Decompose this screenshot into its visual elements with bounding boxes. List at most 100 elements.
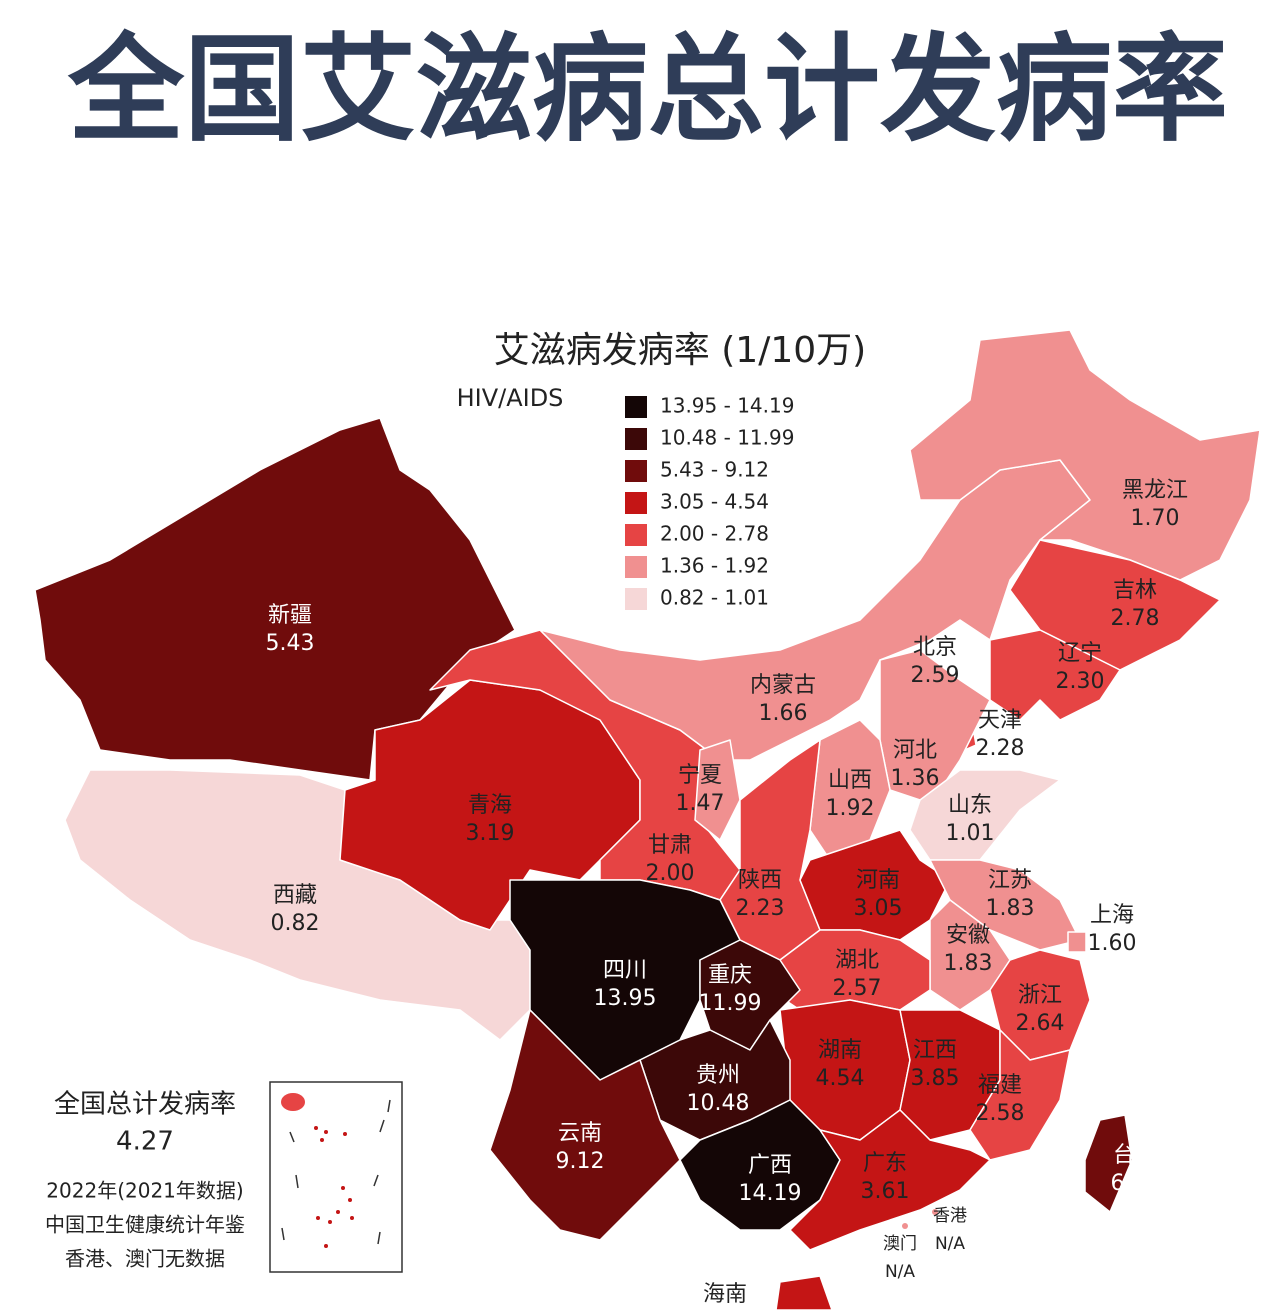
- region-name: 云南: [558, 1121, 602, 1146]
- legend-swatch: [625, 524, 647, 546]
- region-name: 西藏: [273, 883, 317, 908]
- national-rate: 4.27: [116, 1127, 174, 1157]
- region-shape: [1084, 1114, 1133, 1213]
- region-value: 2.58: [976, 1101, 1025, 1126]
- region-value: 13.95: [594, 986, 657, 1011]
- region-name: 黑龙江: [1122, 478, 1188, 503]
- region-value: 6.09: [1111, 1171, 1160, 1196]
- legend-swatch: [625, 396, 647, 418]
- region-shape: [909, 769, 1061, 861]
- region-name: 湖北: [835, 948, 879, 973]
- region-dot: [932, 1209, 938, 1215]
- legend-swatch: [625, 556, 647, 578]
- legend: 13.95 - 14.19 10.48 - 11.99 5.43 - 9.12 3.0…: [625, 394, 794, 610]
- region-name: 河北: [893, 738, 937, 763]
- region-value: 2.00: [646, 861, 695, 886]
- legend-label: 5.43 - 9.12: [660, 458, 769, 482]
- region-name: 安徽: [946, 923, 990, 948]
- region-shape: [989, 629, 1121, 721]
- region-value: 1.36: [891, 766, 940, 791]
- region-name: 新疆: [268, 603, 312, 628]
- region-value: 3.85: [911, 1066, 960, 1091]
- region-name: 辽宁: [1058, 641, 1102, 666]
- region-value: 1.83: [944, 951, 993, 976]
- region-shape: [769, 929, 931, 1011]
- region-name: 陕西: [738, 868, 782, 893]
- region-value: 1.01: [946, 821, 995, 846]
- region-value: 3.61: [861, 1179, 910, 1204]
- note-year: 2022年(2021年数据): [46, 1179, 243, 1203]
- note-missing: 香港、澳门无数据: [65, 1247, 225, 1271]
- region-name: 北京: [913, 635, 957, 660]
- notes: 全国总计发病率 4.27 2022年(2021年数据) 中国卫生健康统计年鉴 香…: [45, 1090, 245, 1271]
- legend-subtitle: HIV/AIDS: [457, 384, 564, 412]
- region-name: 山西: [828, 768, 872, 793]
- region-name: 重庆: [708, 963, 752, 988]
- region-value: 1.66: [759, 701, 808, 726]
- region-shape: [809, 719, 891, 861]
- legend-label: 1.36 - 1.92: [660, 554, 769, 578]
- region-value: 5.43: [266, 631, 315, 656]
- region-name: 青海: [468, 793, 512, 818]
- region-name: 山东: [948, 793, 992, 818]
- region-value: 1.60: [1088, 931, 1137, 956]
- legend-label: 13.95 - 14.19: [660, 394, 794, 418]
- note-source: 中国卫生健康统计年鉴: [45, 1213, 245, 1237]
- region-shape: [34, 417, 516, 781]
- region-value: 3.19: [466, 821, 515, 846]
- region-name: 福建: [978, 1073, 1022, 1098]
- region-value: 1.92: [826, 796, 875, 821]
- region-value: 2.30: [1056, 669, 1105, 694]
- legend-swatch: [625, 588, 647, 610]
- region-name: 江苏: [988, 868, 1032, 893]
- south-china-sea-inset: [269, 1081, 403, 1273]
- region-name: 甘肃: [648, 833, 692, 858]
- region-value: 1.47: [676, 791, 725, 816]
- region-name: 河南: [856, 868, 900, 893]
- region-shape: [789, 1109, 991, 1251]
- legend-label: 2.00 - 2.78: [660, 522, 769, 546]
- legend-label: 0.82 - 1.01: [660, 586, 769, 610]
- region-name: 宁夏: [678, 763, 722, 788]
- region-shape: [489, 1009, 681, 1241]
- region-value: N/A: [935, 1234, 965, 1254]
- page-title: 全国艾滋病总计发病率: [67, 23, 1228, 158]
- region-value: 10.48: [687, 1091, 750, 1116]
- regions: [34, 329, 1261, 1310]
- region-value: 4.54: [816, 1066, 865, 1091]
- region-name: 澳门: [883, 1234, 917, 1254]
- region-value: 9.12: [556, 1149, 605, 1174]
- region-name: 浙江: [1018, 983, 1062, 1008]
- legend-label: 10.48 - 11.99: [660, 426, 794, 450]
- region-value: 2.64: [1016, 1011, 1065, 1036]
- legend-label: 3.05 - 4.54: [660, 490, 769, 514]
- region-name: 吉林: [1113, 578, 1157, 603]
- legend-swatch: [625, 492, 647, 514]
- region-name: 香港: [933, 1206, 967, 1226]
- region-name: 广东: [863, 1151, 907, 1176]
- region-name: 台湾: [1113, 1143, 1157, 1168]
- region-name: 上海: [1090, 903, 1134, 928]
- region-shape: [694, 739, 741, 841]
- region-name: 湖南: [818, 1038, 862, 1063]
- region-name: 天津: [978, 708, 1022, 733]
- region-shape: [969, 1029, 1071, 1161]
- region-name: 内蒙古: [750, 673, 816, 698]
- region-dot: [902, 1223, 908, 1229]
- region-shape: [909, 329, 1261, 581]
- legend-swatch: [625, 460, 647, 482]
- region-shape: [639, 1019, 791, 1141]
- national-label: 全国总计发病率: [54, 1090, 236, 1120]
- region-value: 3.05: [854, 896, 903, 921]
- region-name: 海南: [703, 1282, 747, 1307]
- region-name: 四川: [603, 958, 647, 983]
- region-value: 1.83: [986, 896, 1035, 921]
- region-value: 0.82: [271, 911, 320, 936]
- region-shape: [509, 879, 741, 1081]
- region-value: N/A: [885, 1262, 915, 1282]
- region-name: 江西: [913, 1038, 957, 1063]
- region-shape: [1067, 931, 1087, 953]
- region-value: 11.99: [699, 991, 762, 1016]
- region-value: 14.19: [739, 1181, 802, 1206]
